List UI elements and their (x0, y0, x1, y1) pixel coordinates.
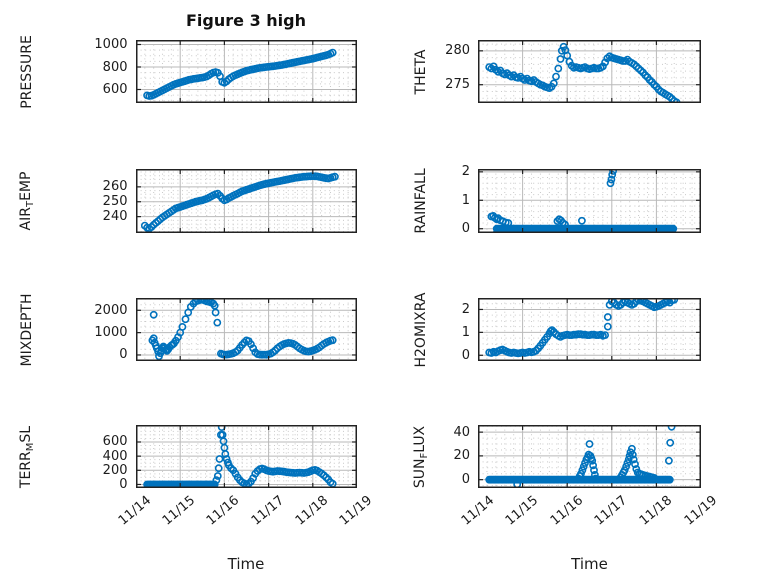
x-tick-label: 11/15 (160, 493, 199, 529)
subplot-h2omixra: 0 1 2 H2OMIXRA (413, 292, 701, 367)
axes-box (135, 40, 357, 103)
y-tick-label: 250 (102, 194, 128, 210)
x-tick-label: 11/18 (292, 493, 331, 529)
x-tick-label: 11/19 (681, 493, 720, 529)
subplot-sun-flux: 0 20 40 SUNFLUX 11/14 11/15 11/16 11/17 11/18 11/… (412, 425, 720, 529)
y-tick-label: 0 (461, 347, 470, 363)
y-tick-label: 1000 (94, 37, 128, 52)
data-points (485, 298, 679, 358)
y-axis-label: AIRTEMP (17, 171, 36, 231)
y-tick-label: 20 (453, 448, 470, 464)
x-tick-label: 11/14 (115, 493, 155, 529)
plot-area-sun_flux (478, 425, 701, 488)
y-axis-label: MIXDEPTH (18, 293, 35, 366)
data-points (485, 42, 681, 103)
y-tick-label: 240 (102, 209, 128, 225)
x-tick-label: 11/16 (204, 493, 243, 529)
plot-area-mixdepth (135, 298, 357, 361)
data-points (142, 48, 337, 100)
y-axis-label: RAINFALL (413, 168, 429, 234)
y-tick-label: 40 (453, 424, 470, 440)
y-tick-label: 1000 (94, 325, 128, 341)
minor-grid (478, 169, 701, 233)
subplot-mixdepth: 0 1000 2000 MIXDEPTH (19, 293, 357, 366)
subplot-air-temp: 240 250 260 AIRTEMP (18, 169, 357, 233)
axes-box (478, 425, 701, 488)
plot-area-h2omixra (478, 298, 701, 361)
data-points (140, 172, 339, 233)
figure-title: Figure 3 high (186, 11, 306, 30)
y-tick-label: 2000 (94, 302, 128, 318)
y-tick-label: 0 (461, 221, 470, 237)
x-axis-label-right: Time (571, 555, 608, 573)
plot-area-pressure (135, 40, 357, 103)
major-grid (478, 40, 701, 103)
plot-area-theta (478, 40, 701, 103)
y-axis-label: H2OMIXRA (413, 292, 429, 367)
y-tick-label: 0 (119, 476, 128, 492)
y-tick-label: 600 (102, 434, 128, 450)
y-tick-label: 800 (102, 59, 128, 75)
y-tick-label: 260 (102, 179, 128, 195)
x-tick-label: 11/18 (636, 493, 676, 529)
x-tick-label: 11/16 (547, 493, 586, 529)
x-tick-label: 11/17 (592, 493, 631, 529)
y-tick-label: 1 (461, 324, 470, 340)
subplot-theta: 275 280 THETA (413, 40, 701, 103)
subplot-rainfall: 0 1 2 RAINFALL (413, 164, 701, 236)
plot-area-air_temp (135, 169, 357, 233)
plot-area-terr_msl (135, 425, 357, 488)
y-tick-label: 1 (461, 192, 470, 208)
y-tick-label: 0 (461, 472, 470, 488)
x-axis-label-left: Time (227, 555, 265, 573)
x-tick-label: 11/15 (502, 493, 542, 529)
y-tick-label: 275 (445, 77, 470, 93)
axes-box (135, 425, 357, 488)
axes-box (478, 40, 701, 103)
axes-box (478, 298, 701, 361)
y-axis-label: PRESSURE (18, 34, 35, 109)
y-tick-label: 200 (102, 462, 128, 478)
x-tick-label: 11/19 (336, 493, 376, 529)
data-points (485, 425, 676, 488)
y-tick-label: 400 (102, 448, 128, 464)
y-tick-label: 2 (461, 301, 470, 317)
x-tick-label: 11/17 (248, 493, 287, 529)
y-tick-label: 600 (102, 82, 128, 97)
y-axis-label: SUNFLUX (412, 425, 430, 488)
subplot-terr-msl: 0 200 400 600 TERRMSL 11/14 11/15 11/16 11/17 11/… (18, 425, 375, 529)
x-tick-label: 11/14 (458, 493, 497, 529)
y-axis-label: THETA (413, 49, 429, 94)
y-tick-label: 280 (445, 43, 470, 59)
y-tick-label: 0 (119, 347, 128, 363)
axes-box (135, 169, 357, 233)
data-points (147, 298, 337, 361)
axes-box (478, 169, 701, 233)
axes-box (135, 298, 357, 361)
y-tick-label: 2 (461, 164, 470, 180)
y-axis-label: TERRMSL (17, 425, 36, 488)
plot-area-rainfall (478, 169, 701, 233)
subplot-pressure: 600 800 1000 PRESSURE (19, 35, 357, 108)
